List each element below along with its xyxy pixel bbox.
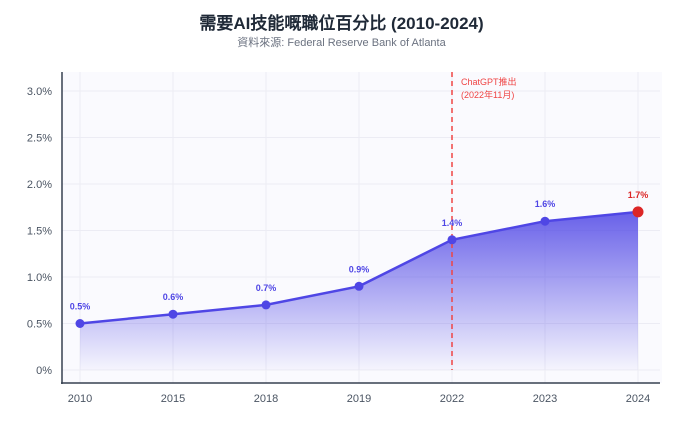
x-tick-label: 2022 xyxy=(440,393,464,405)
chart-subtitle: 資料來源: Federal Reserve Bank of Atlanta xyxy=(237,37,446,49)
x-tick-label: 2018 xyxy=(254,393,278,405)
y-tick-label: 3.0% xyxy=(27,86,52,98)
chart-title: 需要AI技能嘅職位百分比 (2010-2024) xyxy=(199,14,484,33)
data-label: 0.6% xyxy=(163,292,184,302)
annotation-label: ChatGPT推出 xyxy=(461,76,517,87)
data-label: 0.5% xyxy=(70,302,91,312)
data-label: 1.7% xyxy=(628,190,649,200)
data-label: 0.7% xyxy=(256,283,277,293)
x-tick-label: 2019 xyxy=(347,393,371,405)
x-tick-label: 2023 xyxy=(533,393,557,405)
x-tick-label: 2024 xyxy=(626,393,650,405)
y-tick-label: 0.5% xyxy=(27,319,52,331)
data-label: 0.9% xyxy=(349,264,370,274)
data-point xyxy=(540,216,550,226)
y-tick-label: 2.0% xyxy=(27,179,52,191)
area-fill xyxy=(80,211,638,370)
x-tick-label: 2015 xyxy=(161,393,185,405)
data-point xyxy=(168,309,178,319)
y-tick-label: 1.5% xyxy=(27,226,52,238)
y-tick-label: 2.5% xyxy=(27,133,52,145)
data-point xyxy=(447,235,457,245)
data-point xyxy=(75,319,85,328)
data-label: 1.6% xyxy=(535,199,556,209)
data-point xyxy=(632,206,644,218)
data-point xyxy=(354,281,364,291)
y-tick-label: 1.0% xyxy=(27,272,52,284)
data-point xyxy=(261,300,271,310)
data-label: 1.4% xyxy=(442,218,463,228)
x-tick-label: 2010 xyxy=(68,393,92,405)
y-tick-label: 0% xyxy=(36,365,52,377)
annotation-label: (2022年11月) xyxy=(461,89,514,100)
